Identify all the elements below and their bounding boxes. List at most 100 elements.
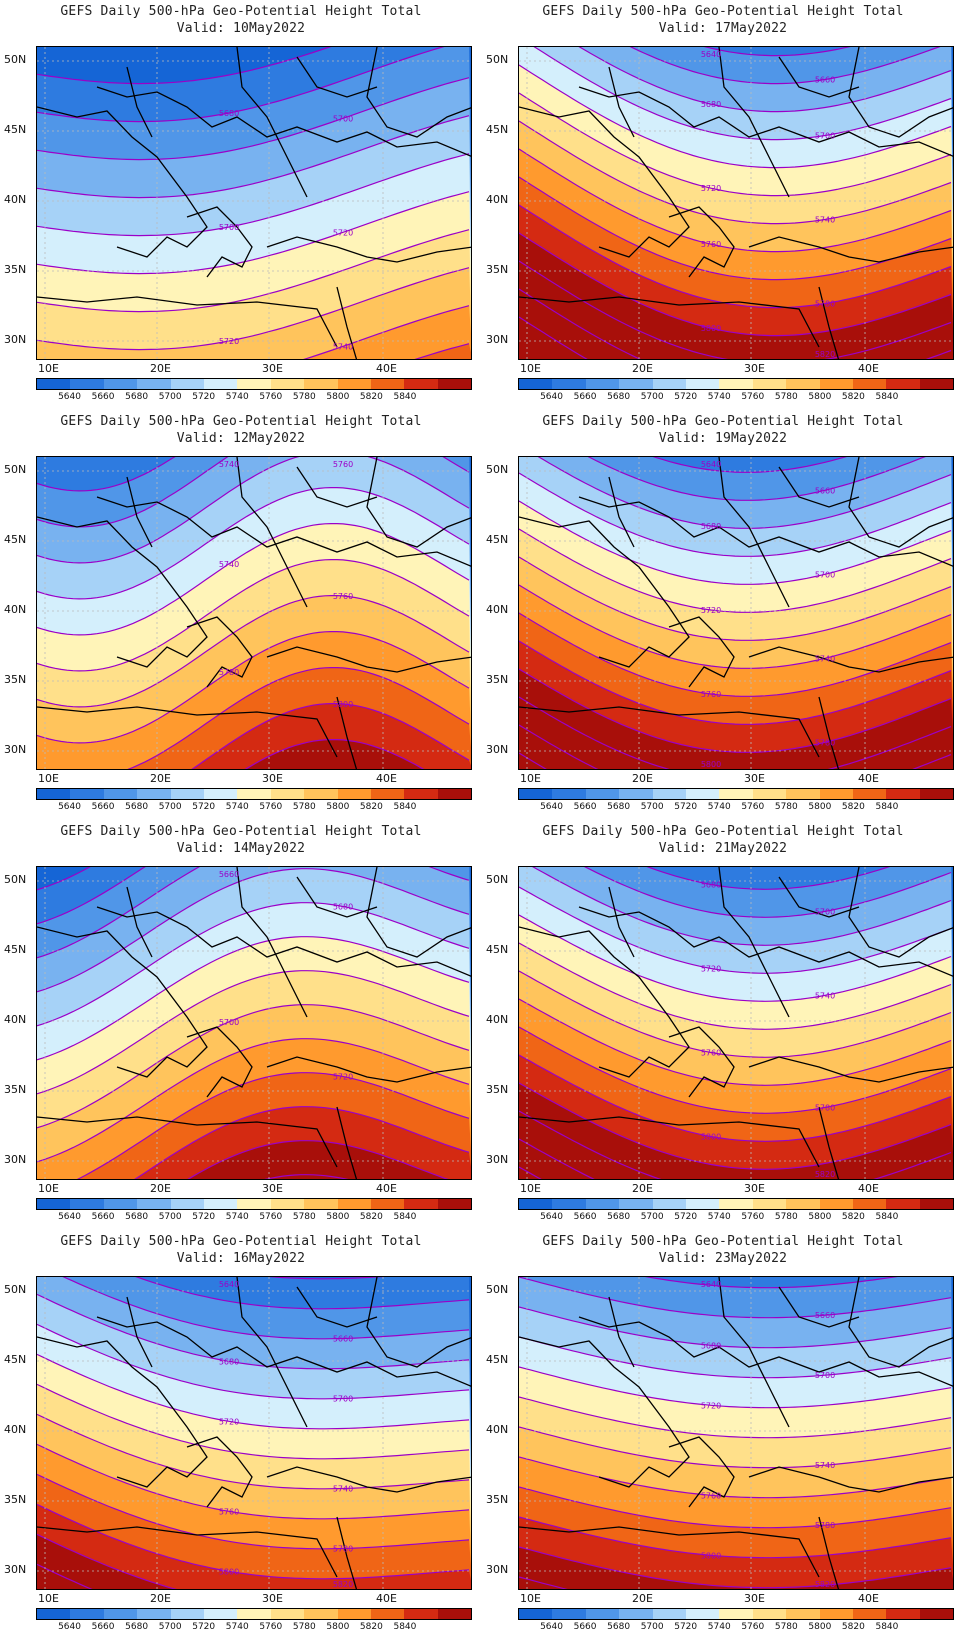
contour-line [519,1426,952,1469]
colorbar-level-label: 5760 [741,1622,765,1632]
colorbar-level-label: 5800 [808,802,832,812]
colorbar-level-label: 5800 [808,392,832,402]
lat-label: 35N [4,1493,27,1506]
contour-line [519,288,952,359]
colorbar-swatch [886,789,920,799]
colorbar-swatch [103,1609,138,1619]
colorbar-level-label: 5660 [573,802,597,812]
colorbar-swatch [137,1609,171,1619]
colorbar [36,788,472,800]
lat-label: 50N [486,463,509,476]
lon-label: 30E [744,772,765,785]
lat-label: 40N [486,603,509,616]
contour-line [134,1106,470,1179]
height-band [37,1564,91,1589]
contour-line [37,191,470,275]
contour-line [37,1004,470,1129]
colorbar-level-label: 5780 [292,392,316,402]
colorbar-swatch [37,1609,71,1619]
colorbar-swatch [619,1199,653,1209]
colorbar [36,1198,472,1210]
coastline [266,1466,471,1493]
coastline [668,616,735,688]
colorbar-level-label: 5720 [674,1622,698,1632]
coastline [236,457,308,608]
colorbar-level-label: 5820 [841,392,865,402]
lon-label: 40E [376,1182,397,1195]
contour-line [519,886,952,974]
contour-label: 5680 [333,903,353,912]
contour-label: 5720 [219,1417,239,1426]
colorbar-swatch [103,789,138,799]
contour-line [519,176,952,281]
coastline [37,1336,208,1488]
coastline [519,516,690,668]
height-band [519,1139,594,1179]
lat-label: 50N [486,1283,509,1296]
contour-line [519,584,952,669]
lat-label: 50N [486,53,509,66]
valid-date: Valid: 14May2022 [176,841,306,856]
coastline [519,706,820,758]
coastline [718,457,790,608]
lon-label: 20E [150,1592,171,1605]
contour-line [37,267,470,351]
contour-label: 5700 [815,1371,835,1380]
coastline [848,1277,953,1368]
lat-label: 40N [486,193,509,206]
contour-line [37,1353,470,1430]
contour-line [187,1140,449,1179]
colorbar-level-label: 5760 [259,1622,283,1632]
lat-label: 35N [486,263,509,276]
contour-label: 5780 [219,668,239,677]
contour-label: 5820 [333,1580,353,1589]
contour-line [519,472,952,557]
colorbar-level-label: 5720 [192,1212,216,1222]
colorbar-level-label: 5660 [91,802,115,812]
contour-line [519,120,952,225]
colorbar-swatch [170,1609,204,1619]
colorbar-swatch [404,1609,438,1619]
colorbar-swatch [719,1199,753,1209]
colorbar-swatch [404,379,438,389]
colorbar [518,378,954,390]
contour-label: 5740 [815,1461,835,1470]
contour-line [519,64,952,169]
coastline [668,206,735,278]
colorbar-swatch [370,1199,405,1209]
coastline [718,867,790,1018]
coastline [818,286,840,359]
colorbar-swatch [719,379,753,389]
contour-line [37,1383,470,1460]
colorbar-swatch [585,1609,620,1619]
height-band [519,1547,953,1589]
contour-line [37,970,470,1095]
lat-label: 30N [486,743,509,756]
colorbar-level-label: 5780 [292,802,316,812]
coastline [778,466,860,508]
contour-line [37,522,470,636]
colorbar-level-label: 5840 [875,1622,899,1632]
lon-label: 10E [520,1182,541,1195]
lon-label: 10E [38,772,59,785]
panel-title: GEFS Daily 500-hPa Geo-Potential Height … [542,1234,904,1249]
colorbar-swatch [919,379,954,389]
coastline [37,1116,338,1168]
contour-label: 5720 [219,337,239,346]
contour-label: 5700 [219,223,239,232]
coastline [186,206,253,278]
panel-title: GEFS Daily 500-hPa Geo-Potential Height … [542,4,904,19]
colorbar-level-label: 5680 [125,392,149,402]
coastline [519,1116,820,1168]
contour-label: 5760 [701,1491,721,1500]
colorbar-level-label: 5720 [192,1622,216,1632]
coastline [608,886,635,958]
colorbar-swatch [270,1609,305,1619]
colorbar-swatch [919,1199,954,1209]
contour-line [519,1546,952,1589]
colorbar-swatch [437,789,472,799]
contour-label: 5740 [815,654,835,663]
colorbar-level-label: 5720 [674,392,698,402]
height-map: 5640 5660 5680 5700 5720 5740 5760 5780 5800 [518,456,954,770]
contour-line [519,556,952,641]
